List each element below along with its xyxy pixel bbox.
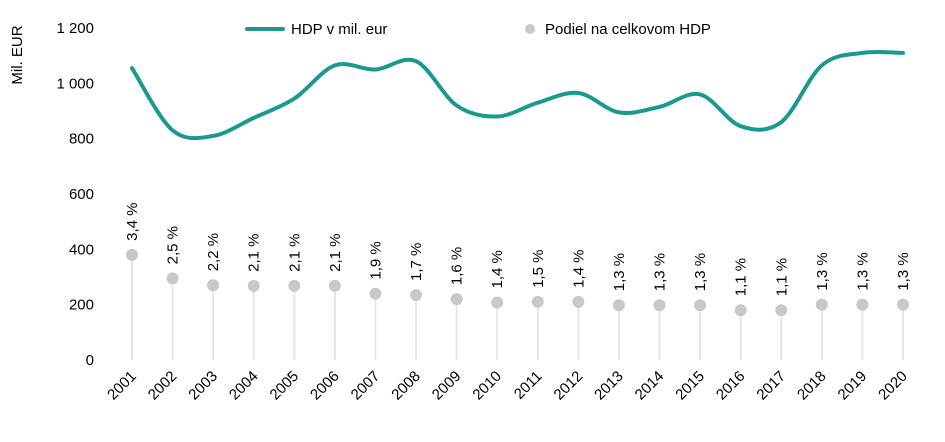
x-tick-label: 2015 [672,368,708,404]
share-point [775,304,788,317]
share-point [531,295,544,308]
legend-label-gdp: HDP v mil. eur [291,21,387,38]
x-tick-label: 2006 [307,368,343,404]
share-data-label: 1,3 % [652,253,669,291]
share-data-label: 1,1 % [733,258,750,296]
x-tick-label: 2017 [753,368,789,404]
y-tick-label: 1 200 [56,20,94,37]
share-point [369,287,382,300]
x-tick-label: 2004 [226,368,262,404]
share-point [288,279,301,292]
x-tick-label: 2020 [875,368,911,404]
share-data-label: 1,9 % [367,241,384,279]
x-tick-label: 2007 [348,368,384,404]
y-tick-label: 1 000 [56,75,94,92]
x-tick-label: 2018 [794,368,830,404]
x-tick-label: 2011 [511,368,546,403]
x-tick-label: 2019 [835,368,871,404]
y-tick-label: 200 [69,297,94,314]
share-point [207,279,220,292]
share-point [572,295,585,308]
x-axis-ticks: 2001 2002 2003 2004 2005 2006 2007 2008 2009 2010… [104,368,911,404]
share-data-label: 2,1 % [246,233,263,271]
x-tick-label: 2003 [185,368,221,404]
x-tick-label: 2002 [145,368,181,404]
share-point [734,304,747,317]
share-data-label: 1,3 % [611,253,628,291]
x-tick-label: 2009 [429,368,465,404]
share-point [126,248,138,261]
legend: HDP v mil. eur Podiel na celkovom HDP [245,21,711,38]
share-point [166,272,179,285]
x-tick-label: 2014 [632,368,668,404]
share-point [450,293,463,306]
share-data-label: 1,4 % [489,250,506,288]
x-tick-label: 2010 [469,368,505,404]
share-point [897,298,909,311]
y-tick-label: 400 [69,241,94,258]
share-point [491,296,504,309]
share-point [247,279,260,292]
x-tick-label: 2013 [591,368,627,404]
share-point [856,298,869,311]
y-tick-label: 800 [69,131,94,148]
y-tick-label: 0 [86,352,94,369]
share-data-label: 1,3 % [814,252,831,290]
share-data-label: 2,5 % [165,226,182,264]
share-point [815,298,828,311]
share-point [653,299,666,312]
share-data-label: 1,1 % [773,258,790,296]
share-data-label: 2,2 % [205,233,222,271]
share-point [328,279,341,292]
share-data-label: 1,3 % [692,253,709,291]
share-data-label: 2,1 % [327,233,344,271]
x-tick-label: 2008 [388,368,424,404]
y-axis-title: Mil. EUR [9,25,26,84]
share-data-label: 1,3 % [895,252,912,290]
share-data-labels: 3,4 % 2,5 % 2,2 % 2,1 % 2,1 % 2,1 % 1,9 % 1,7 %… [124,203,912,297]
y-axis-ticks: 0 200 400 600 800 1 000 1 200 [56,20,94,369]
gdp-series-line [130,49,905,141]
share-point [410,288,423,301]
share-points [126,248,909,317]
share-point [612,299,625,312]
share-data-label: 1,6 % [449,247,466,285]
share-point [694,299,707,312]
legend-label-share: Podiel na celkovom HDP [545,21,711,38]
y-tick-label: 600 [69,186,94,203]
x-tick-label: 2012 [551,368,587,404]
share-data-label: 2,1 % [286,233,303,271]
legend-dot-swatch [525,24,535,34]
x-tick-label: 2016 [713,368,749,404]
share-data-label: 3,4 % [124,203,141,241]
share-data-label: 1,4 % [570,250,587,288]
x-tick-label: 2001 [104,368,140,404]
share-data-label: 1,5 % [530,250,547,288]
share-data-label: 1,7 % [408,243,425,281]
stem-lines [131,254,904,360]
share-data-label: 1,3 % [854,252,871,290]
x-tick-label: 2005 [267,368,303,404]
